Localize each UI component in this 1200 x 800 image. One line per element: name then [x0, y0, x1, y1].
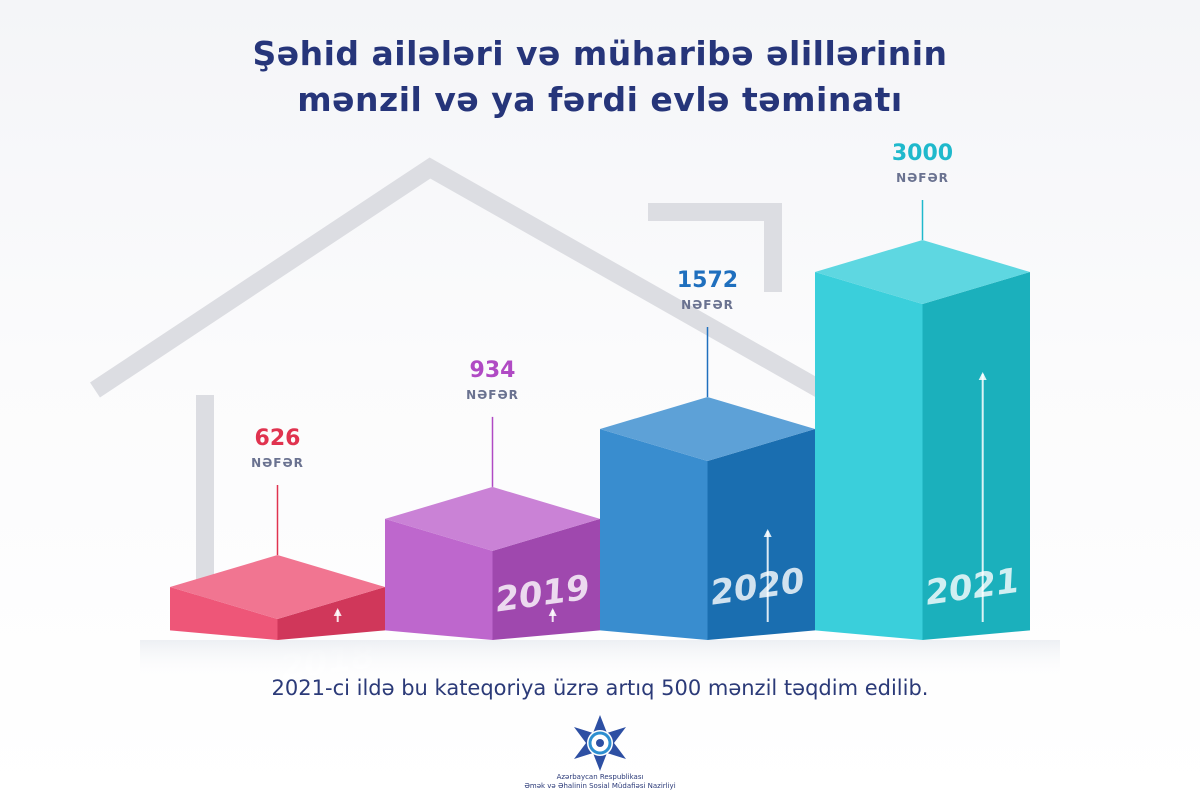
- arrow-head-icon: [548, 608, 557, 616]
- bar-2020: [600, 429, 708, 640]
- unit-label: NƏFƏR: [681, 298, 734, 312]
- data-label: 3000: [892, 141, 953, 166]
- bar-right-face-2021: [922, 272, 1030, 640]
- bar-right-face-2020: [707, 429, 815, 640]
- bar-top-face-2020: [600, 397, 815, 462]
- ministry-name-line2: Əmək və Əhalinin Sosial Müdafiəsi Nazirl…: [524, 782, 676, 790]
- bar-top-face-2019: [385, 486, 600, 551]
- bar-2018: [170, 587, 278, 640]
- bar-2019: [385, 518, 493, 640]
- bar-right-face-2018: [277, 587, 385, 640]
- chart-title-line1: Şəhid ailələri və müharibə əlillərinin: [252, 34, 948, 73]
- bar-top-face-2018: [170, 555, 385, 619]
- data-label: 626: [255, 426, 301, 451]
- bar-right-face-2019: [492, 518, 600, 640]
- footnote: 2021-ci ildə bu kateqoriya üzrə artıq 50…: [271, 676, 929, 700]
- arrow-head-icon: [763, 529, 772, 538]
- unit-label: NƏFƏR: [896, 171, 949, 185]
- ministry-name-line1: Azərbaycan Respublikası: [556, 773, 644, 781]
- unit-label: NƏFƏR: [466, 388, 519, 402]
- arrow-head-icon: [333, 608, 342, 616]
- data-label: 1572: [677, 268, 738, 293]
- data-label: 934: [470, 358, 516, 383]
- floor-reflection: [140, 640, 1060, 680]
- unit-label: NƏFƏR: [251, 456, 304, 470]
- bar-2021: [815, 272, 923, 640]
- chart-title-line2: mənzil və ya fərdi evlə təminatı: [297, 80, 903, 119]
- arrow-head-icon: [978, 372, 987, 380]
- ministry-emblem-icon: [574, 715, 626, 771]
- bar-top-face-2021: [815, 240, 1030, 304]
